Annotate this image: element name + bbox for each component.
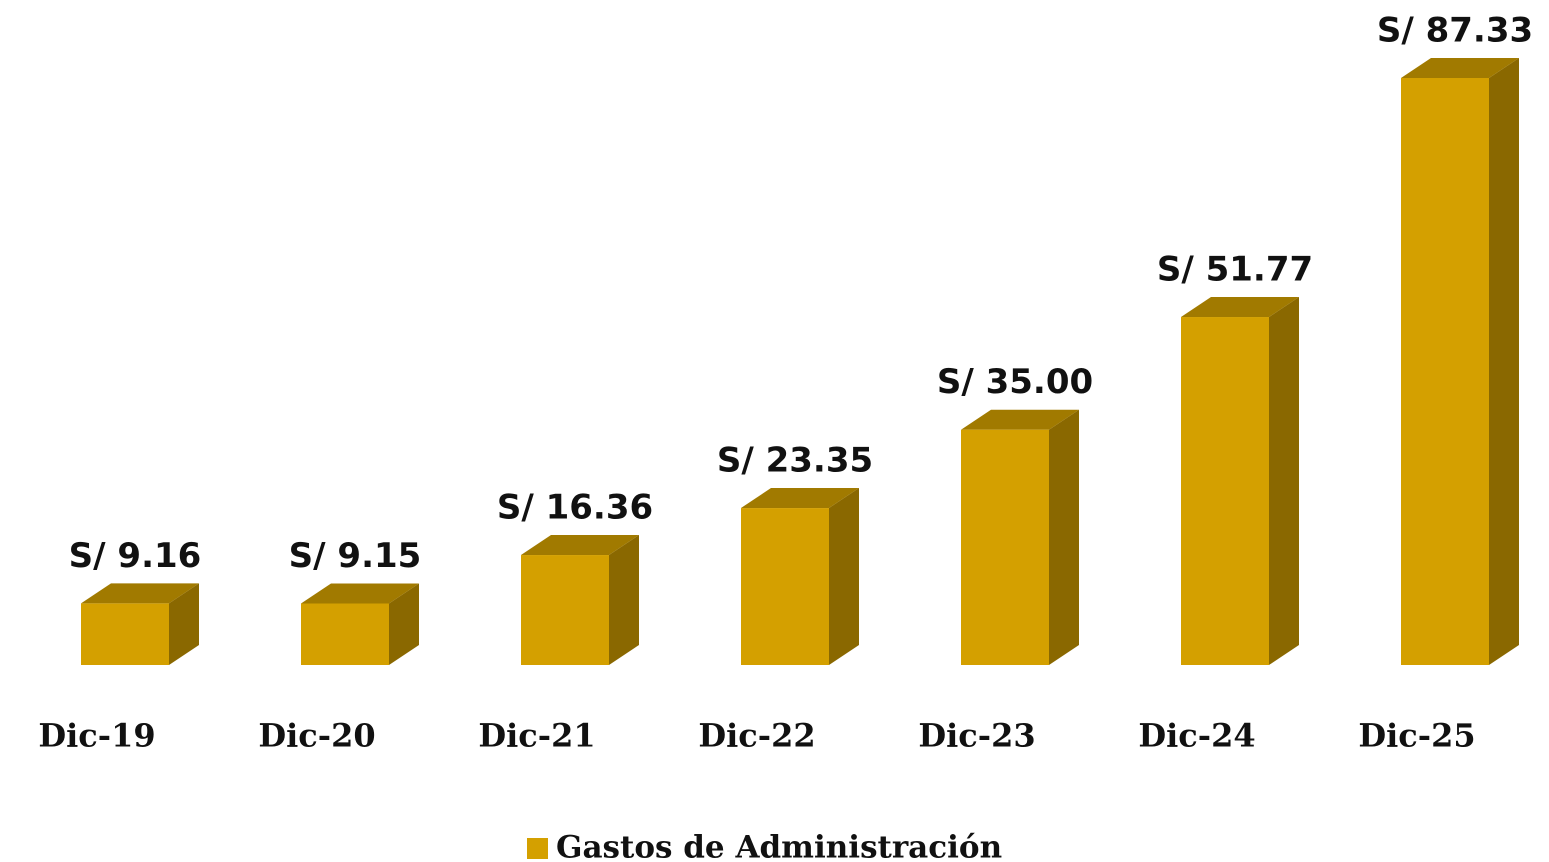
value-label: S/ 23.35: [717, 441, 873, 481]
bar-top: [81, 583, 199, 604]
bar-side: [1049, 409, 1079, 665]
bar-top: [521, 535, 639, 556]
bar: [1181, 317, 1269, 665]
bar-top: [1401, 58, 1519, 78]
bar-top: [1181, 297, 1299, 318]
value-label: S/ 35.00: [937, 362, 1093, 402]
x-tick-label: Dic-21: [478, 717, 595, 755]
legend-label: Gastos de Administración: [556, 830, 1002, 862]
x-tick-label: Dic-19: [38, 717, 155, 755]
bar-top: [301, 583, 419, 604]
bar-side: [609, 535, 639, 665]
x-tick-label: Dic-25: [1358, 717, 1475, 755]
value-label: S/ 87.33: [1377, 11, 1533, 51]
bar-side: [1269, 297, 1299, 665]
bar: [1401, 78, 1489, 665]
x-tick-label: Dic-23: [918, 717, 1035, 755]
bar-side: [829, 488, 859, 665]
value-label: S/ 9.15: [289, 536, 422, 576]
bar: [521, 555, 609, 665]
value-label: S/ 16.36: [497, 488, 653, 528]
x-tick-label: Dic-20: [258, 717, 375, 755]
x-tick-label: Dic-22: [698, 717, 815, 755]
bar: [81, 603, 169, 665]
legend-swatch: [527, 838, 548, 859]
bar-top: [741, 488, 859, 509]
bar: [301, 603, 389, 665]
value-label: S/ 51.77: [1157, 250, 1313, 290]
bar-top: [961, 409, 1079, 430]
bar-side: [389, 583, 419, 665]
bar-side: [169, 583, 199, 665]
x-tick-label: Dic-24: [1138, 717, 1255, 755]
bar: [741, 508, 829, 665]
bar-side: [1489, 58, 1519, 665]
value-label: S/ 9.16: [69, 536, 202, 576]
bar: [961, 429, 1049, 665]
